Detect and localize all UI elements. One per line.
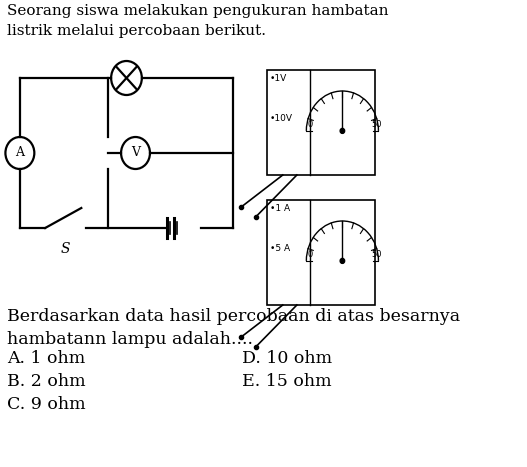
Text: 50: 50 bbox=[372, 120, 382, 129]
Text: A: A bbox=[15, 147, 24, 160]
Text: •10V: •10V bbox=[270, 114, 293, 123]
Text: B. 2 ohm: B. 2 ohm bbox=[7, 373, 86, 390]
Text: •5 A: •5 A bbox=[270, 244, 290, 253]
Text: Seorang siswa melakukan pengukuran hambatan
listrik melalui percobaan berikut.: Seorang siswa melakukan pengukuran hamba… bbox=[7, 4, 389, 38]
Text: D. 10 ohm: D. 10 ohm bbox=[242, 350, 332, 367]
Circle shape bbox=[340, 128, 345, 134]
Text: 50: 50 bbox=[372, 250, 382, 259]
Text: •1V: •1V bbox=[270, 74, 287, 83]
Text: 0: 0 bbox=[307, 250, 313, 259]
Text: 0: 0 bbox=[307, 120, 313, 129]
Text: •1 A: •1 A bbox=[270, 204, 290, 213]
Bar bbox=[267, 200, 375, 305]
Text: A. 1 ohm: A. 1 ohm bbox=[7, 350, 85, 367]
Text: S: S bbox=[60, 242, 70, 256]
Bar bbox=[267, 70, 375, 175]
Text: Berdasarkan data hasil percobaan di atas besarnya
hambatann lampu adalah....: Berdasarkan data hasil percobaan di atas… bbox=[7, 308, 461, 348]
Text: V: V bbox=[131, 147, 140, 160]
Text: E. 15 ohm: E. 15 ohm bbox=[242, 373, 331, 390]
Circle shape bbox=[340, 258, 345, 263]
Text: C. 9 ohm: C. 9 ohm bbox=[7, 396, 86, 413]
